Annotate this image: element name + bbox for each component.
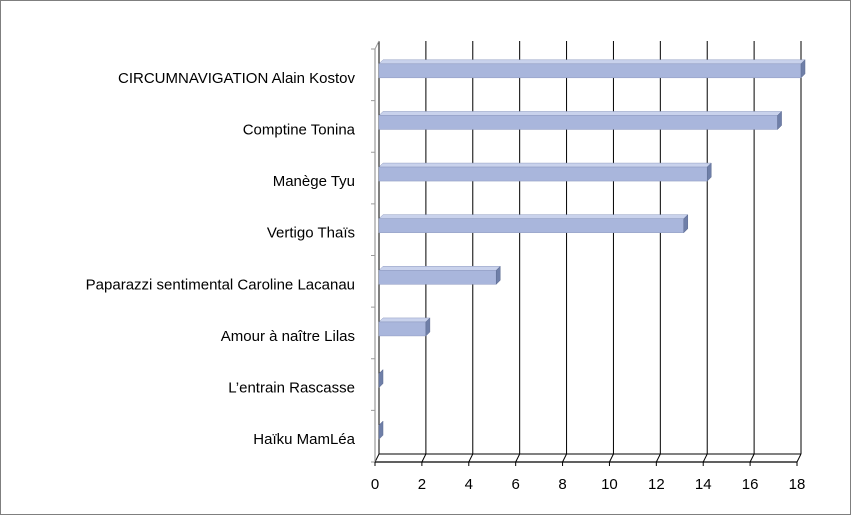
bar-end-face <box>425 317 431 337</box>
bar-top-face <box>378 162 712 168</box>
bar-7 <box>378 368 384 389</box>
floor-depth-line <box>796 453 802 463</box>
bar-front-face <box>378 270 497 285</box>
bar-end-face <box>683 214 689 234</box>
bar-top-face <box>378 59 806 65</box>
gridlines <box>374 41 802 463</box>
bar-end-face <box>378 420 384 440</box>
bar-5 <box>378 265 501 285</box>
bar-front-face <box>378 115 778 130</box>
floor-depth-line <box>562 453 568 463</box>
category-label: L’entrain Rascasse <box>228 380 355 397</box>
x-tick-label: 4 <box>465 476 473 493</box>
floor-depth-line <box>608 453 614 463</box>
tick-labels: 0 2 4 6 8 10 12 14 16 18 <box>371 476 806 493</box>
category-label: Haïku MamLéa <box>253 431 355 448</box>
x-tick-label: 0 <box>371 476 379 493</box>
bars <box>378 59 806 440</box>
axes <box>371 40 801 466</box>
bar-end-face <box>378 368 384 389</box>
category-label: Paparazzi sentimental Caroline Lacanau <box>86 276 355 293</box>
category-label: Comptine Tonina <box>243 121 356 138</box>
bar-4 <box>378 214 689 234</box>
floor-depth-line <box>515 453 521 463</box>
category-label: Vertigo Thaïs <box>267 225 355 242</box>
category-labels: CIRCUMNAVIGATION Alain Kostov Comptine To… <box>86 70 356 448</box>
bar-front-face <box>378 218 685 233</box>
bar-3 <box>378 162 712 182</box>
floor-depth-line <box>468 453 474 463</box>
x-tick-label: 16 <box>742 476 759 493</box>
category-label: Manège Tyu <box>273 173 355 190</box>
bar-6 <box>378 317 431 337</box>
x-tick-label: 14 <box>695 476 712 493</box>
bar-end-face <box>706 162 712 182</box>
bar-8 <box>378 420 384 440</box>
floor-depth-line <box>421 453 427 463</box>
bar-top-face <box>378 317 431 323</box>
x-tick-label: 8 <box>558 476 566 493</box>
bar-top-face <box>378 111 783 116</box>
category-label: Amour à naître Lilas <box>221 328 355 345</box>
bar-front-face <box>378 63 802 79</box>
category-label: CIRCUMNAVIGATION Alain Kostov <box>118 70 355 87</box>
x-tick-label: 6 <box>511 476 519 493</box>
bar-1 <box>378 59 806 79</box>
floor-depth-line <box>749 453 755 463</box>
side-wall-top-edge <box>374 40 380 50</box>
x-tick-label: 18 <box>789 476 806 493</box>
bar-2 <box>378 110 783 131</box>
floor-depth-line <box>374 453 380 463</box>
x-tick-label: 2 <box>418 476 426 493</box>
floor-depth-line <box>655 453 661 463</box>
bar-end-face <box>777 110 782 131</box>
bar-front-face <box>378 321 427 337</box>
bar-front-face <box>378 166 708 182</box>
x-tick-label: 10 <box>601 476 618 493</box>
x-tick-label: 12 <box>648 476 665 493</box>
bar-end-face <box>800 59 806 79</box>
bar-top-face <box>378 214 689 219</box>
bar-top-face <box>378 266 501 271</box>
floor-depth-line <box>702 453 708 463</box>
bar-end-face <box>495 265 501 285</box>
